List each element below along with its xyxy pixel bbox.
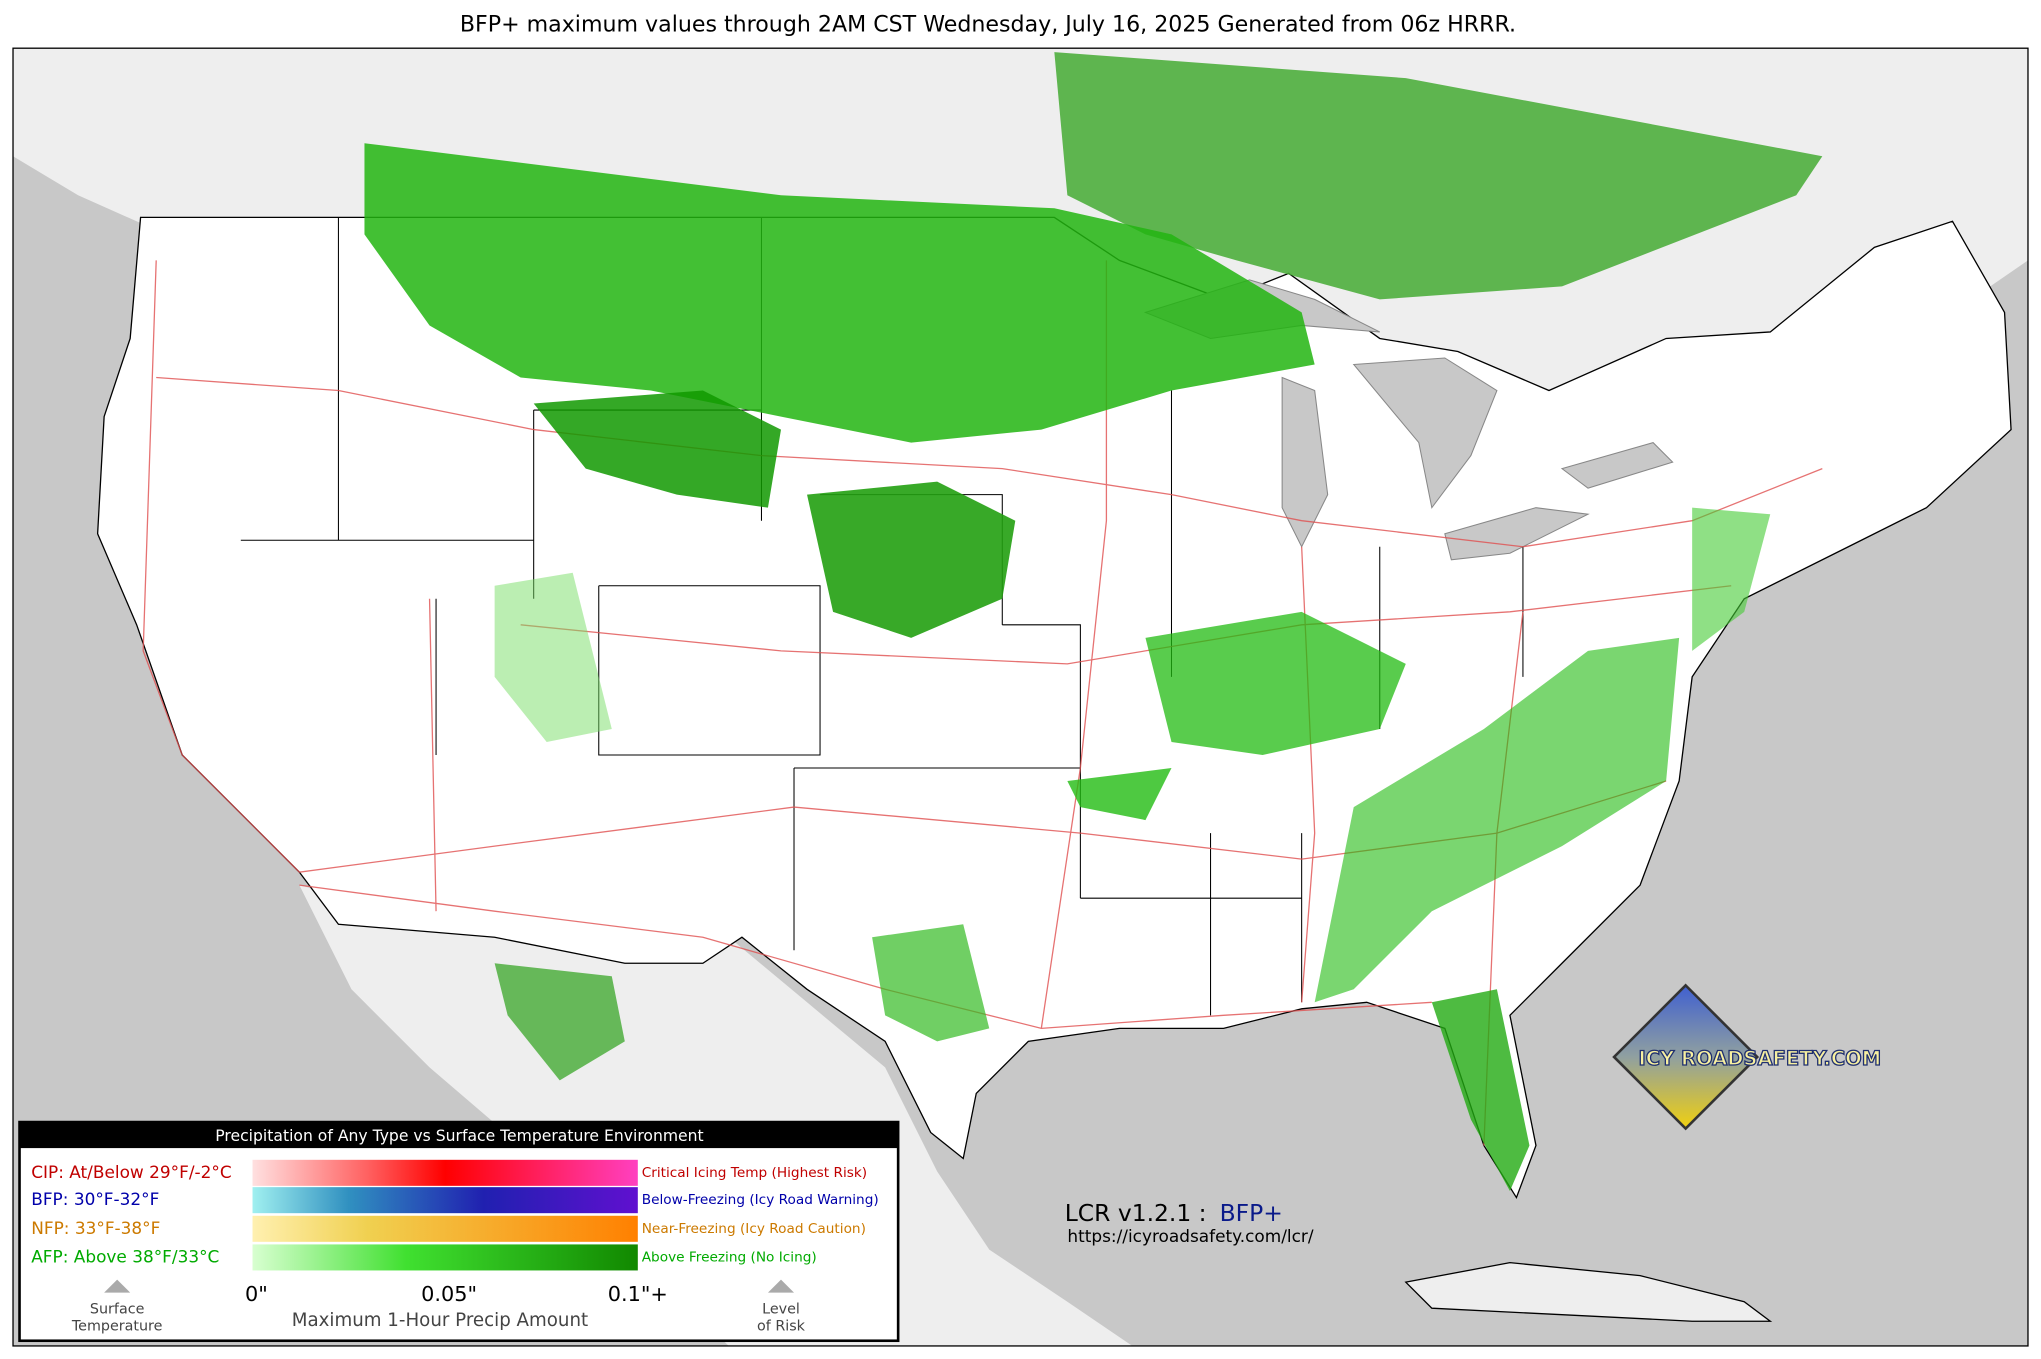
legend-description: Above Freezing (No Icing) xyxy=(642,1249,817,1265)
legend: Precipitation of Any Type vs Surface Tem… xyxy=(18,1120,900,1343)
legend-axis-label: Maximum 1-Hour Precip Amount xyxy=(292,1310,588,1331)
left-caption: Surface xyxy=(90,1302,145,1318)
legend-bar xyxy=(252,1244,638,1271)
legend-label: NFP: 33°F-38°F xyxy=(31,1218,160,1238)
caption-arrow xyxy=(104,1279,131,1293)
precipitation xyxy=(364,52,1823,1192)
legend-description: Critical Icing Temp (Highest Risk) xyxy=(642,1165,867,1181)
legend-header-bar xyxy=(19,1122,899,1149)
caption-arrow xyxy=(767,1279,795,1293)
legend-bar xyxy=(252,1215,638,1242)
cuba xyxy=(1404,1261,1773,1322)
legend-bar xyxy=(252,1187,638,1214)
legend-description: Below-Freezing (Icy Road Warning) xyxy=(642,1192,879,1208)
version-text: LCR v1.2.1 : BFP+ xyxy=(1065,1199,1283,1227)
left-caption: Temperature xyxy=(71,1318,163,1334)
legend-label: CIP: At/Below 29°F/-2°C xyxy=(31,1162,231,1182)
right-caption: Level xyxy=(762,1302,800,1318)
version: LCR v1.2.1 : xyxy=(1065,1199,1207,1227)
legend-tick: 0.1"+ xyxy=(608,1282,668,1306)
url: https://icyroadsafety.com/lcr/ xyxy=(1067,1226,1313,1246)
logo-diamond xyxy=(1612,983,1760,1131)
legend-label: BFP: 30°F-32°F xyxy=(31,1189,159,1209)
product: BFP+ xyxy=(1220,1199,1283,1227)
logo: ICY ROADSAFETY.COM xyxy=(1612,983,1882,1131)
right-caption: of Risk xyxy=(757,1318,806,1334)
legend-bar xyxy=(252,1159,638,1186)
map xyxy=(13,48,2028,1346)
product-footer: LCR v1.2.1 : BFP+ https://icyroadsafety.c… xyxy=(1065,1199,1314,1246)
legend-description: Near-Freezing (Icy Road Caution) xyxy=(642,1221,866,1237)
title: BFP+ maximum values through 2AM CST Wedn… xyxy=(460,11,1516,37)
legend-tick: 0.05" xyxy=(421,1282,477,1306)
legend-label: AFP: Above 38°F/33°C xyxy=(31,1246,219,1266)
legend-header: Precipitation of Any Type vs Surface Tem… xyxy=(215,1127,703,1145)
logo-text: ICY ROADSAFETY.COM xyxy=(1638,1047,1881,1070)
map-frame xyxy=(12,47,2029,1347)
legend-tick: 0" xyxy=(245,1282,268,1306)
